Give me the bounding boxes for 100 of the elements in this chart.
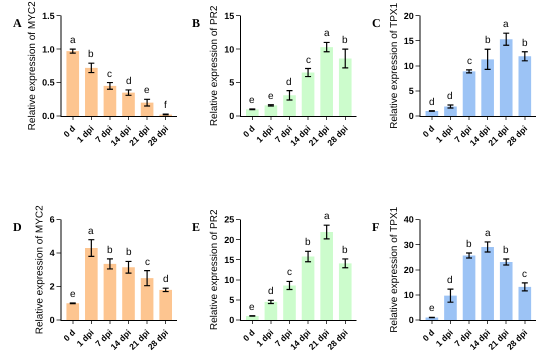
y-axis-title: Relative expression of TPX1 (388, 2, 400, 129)
bar (338, 58, 352, 116)
annotation: a (70, 35, 76, 46)
annotation: e (144, 85, 150, 96)
y-axis-title: Relative expression of PR2 (209, 5, 220, 126)
chart-title: E (192, 220, 200, 234)
annotation: d (447, 91, 453, 102)
chart-title: A (13, 16, 22, 30)
y-tick-label: 15 (404, 36, 414, 46)
chart-title: C (372, 16, 381, 30)
bar (140, 278, 154, 320)
x-tick-label: 1 dpi (74, 123, 96, 145)
annotation: c (145, 257, 150, 268)
annotation: c (287, 267, 292, 278)
y-tick-label: 0.5 (42, 78, 55, 88)
x-tick-label: 1 dpi (434, 123, 455, 145)
annotation: b (503, 245, 509, 256)
x-tick-label: 0 d (61, 327, 78, 344)
y-tick-label: 1.5 (42, 10, 55, 21)
y-tick-label: 0 (408, 111, 414, 122)
bar (283, 285, 296, 320)
annotation: b (485, 35, 491, 46)
x-tick-label: 1 dpi (254, 327, 276, 348)
annotation: e (429, 303, 435, 314)
y-tick-label: 0 (229, 315, 234, 326)
y-tick-label: 20 (224, 234, 234, 245)
y-tick-label: 0 (408, 315, 414, 326)
y-tick-label: 0.0 (42, 111, 55, 122)
x-tick-label: 0 d (420, 123, 436, 140)
y-tick-label: 10 (404, 290, 414, 300)
bar (444, 106, 457, 116)
bar (104, 86, 116, 116)
annotation: d (429, 97, 435, 108)
annotation: a (324, 211, 330, 222)
bar (320, 47, 333, 116)
y-tick-label: 2 (50, 282, 55, 292)
bar (85, 68, 98, 116)
chart-title: B (192, 16, 200, 30)
y-axis-title: Relative expression of PR2 (209, 209, 220, 330)
y-tick-label: 15 (224, 10, 234, 21)
annotation: d (447, 275, 453, 286)
annotation: b (466, 239, 472, 250)
annotation: d (126, 76, 132, 87)
y-tick-label: 5 (229, 295, 234, 306)
y-axis-title: Relative expression of MYC2 (34, 204, 46, 334)
y-tick-label: 25 (224, 214, 234, 225)
annotation: d (268, 286, 274, 297)
chart-title: D (13, 220, 22, 234)
bar (500, 262, 513, 320)
bar (283, 95, 296, 116)
y-tick-label: 30 (404, 240, 414, 250)
y-tick-label: 10 (404, 60, 414, 71)
bar (320, 232, 333, 320)
bar (122, 267, 135, 320)
bar (462, 255, 476, 320)
y-tick-label: 10 (224, 44, 234, 54)
y-tick-label: 20 (404, 264, 414, 275)
x-tick-label: 1 dpi (434, 327, 455, 348)
y-tick-label: 1.0 (42, 44, 55, 54)
y-tick-label: 40 (404, 214, 414, 225)
annotation: b (107, 245, 113, 256)
annotation: a (485, 228, 491, 239)
annotation: b (88, 49, 94, 60)
bar (481, 246, 494, 320)
bar (518, 286, 532, 320)
x-tick-label: 0 d (61, 123, 78, 140)
bar (66, 303, 80, 320)
bar (302, 256, 314, 320)
x-tick-label: 0 d (420, 327, 436, 344)
y-tick-label: 15 (224, 254, 234, 265)
bar (104, 264, 116, 320)
bar (518, 56, 532, 116)
annotation: b (305, 237, 311, 248)
annotation: d (286, 77, 292, 88)
annotation: a (324, 28, 330, 39)
bar (159, 290, 172, 320)
annotation: b (126, 247, 132, 258)
bar (122, 92, 135, 116)
bar (481, 59, 494, 116)
bar (264, 302, 278, 320)
x-tick-label: 1 dpi (254, 123, 276, 145)
y-axis-title: Relative expression of TPX1 (388, 206, 400, 333)
bar (85, 248, 98, 320)
annotation: d (163, 274, 169, 285)
annotation: e (268, 91, 274, 102)
annotation: a (503, 19, 509, 30)
annotation: e (249, 302, 255, 313)
annotation: c (522, 269, 527, 280)
x-tick-label: 0 d (240, 327, 257, 344)
x-tick-label: 0 d (240, 123, 257, 140)
annotation: b (342, 35, 348, 46)
annotation: a (88, 226, 94, 237)
bar (338, 263, 352, 320)
annotation: c (306, 55, 311, 66)
annotation: f (164, 100, 167, 111)
annotation: b (342, 245, 348, 256)
y-tick-label: 5 (408, 86, 414, 96)
x-tick-label: 1 dpi (74, 327, 96, 348)
bar (140, 102, 154, 116)
y-tick-label: 4 (50, 248, 55, 258)
